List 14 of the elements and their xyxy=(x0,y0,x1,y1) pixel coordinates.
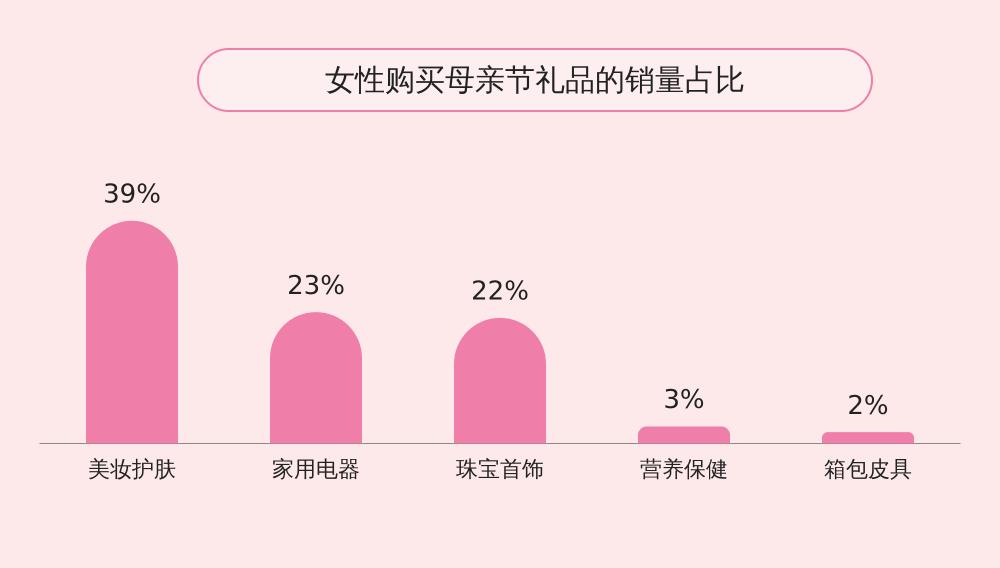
bar xyxy=(822,432,914,444)
data-label: 22% xyxy=(471,276,529,307)
data-label: 23% xyxy=(287,270,345,301)
x-tick-label: 营养保健 xyxy=(640,458,728,483)
chart-title: 女性购买母亲节礼品的销量占比 xyxy=(197,48,873,112)
data-label: 39% xyxy=(103,179,161,210)
x-tick-label: 珠宝首饰 xyxy=(456,458,544,483)
x-tick-label: 家用电器 xyxy=(272,458,360,483)
data-label: 2% xyxy=(847,390,889,421)
x-tick-label: 美妆护肤 xyxy=(88,458,176,483)
data-label: 3% xyxy=(663,385,705,416)
bar xyxy=(86,220,178,444)
bar xyxy=(638,426,730,444)
x-tick-label: 箱包皮具 xyxy=(824,458,912,483)
